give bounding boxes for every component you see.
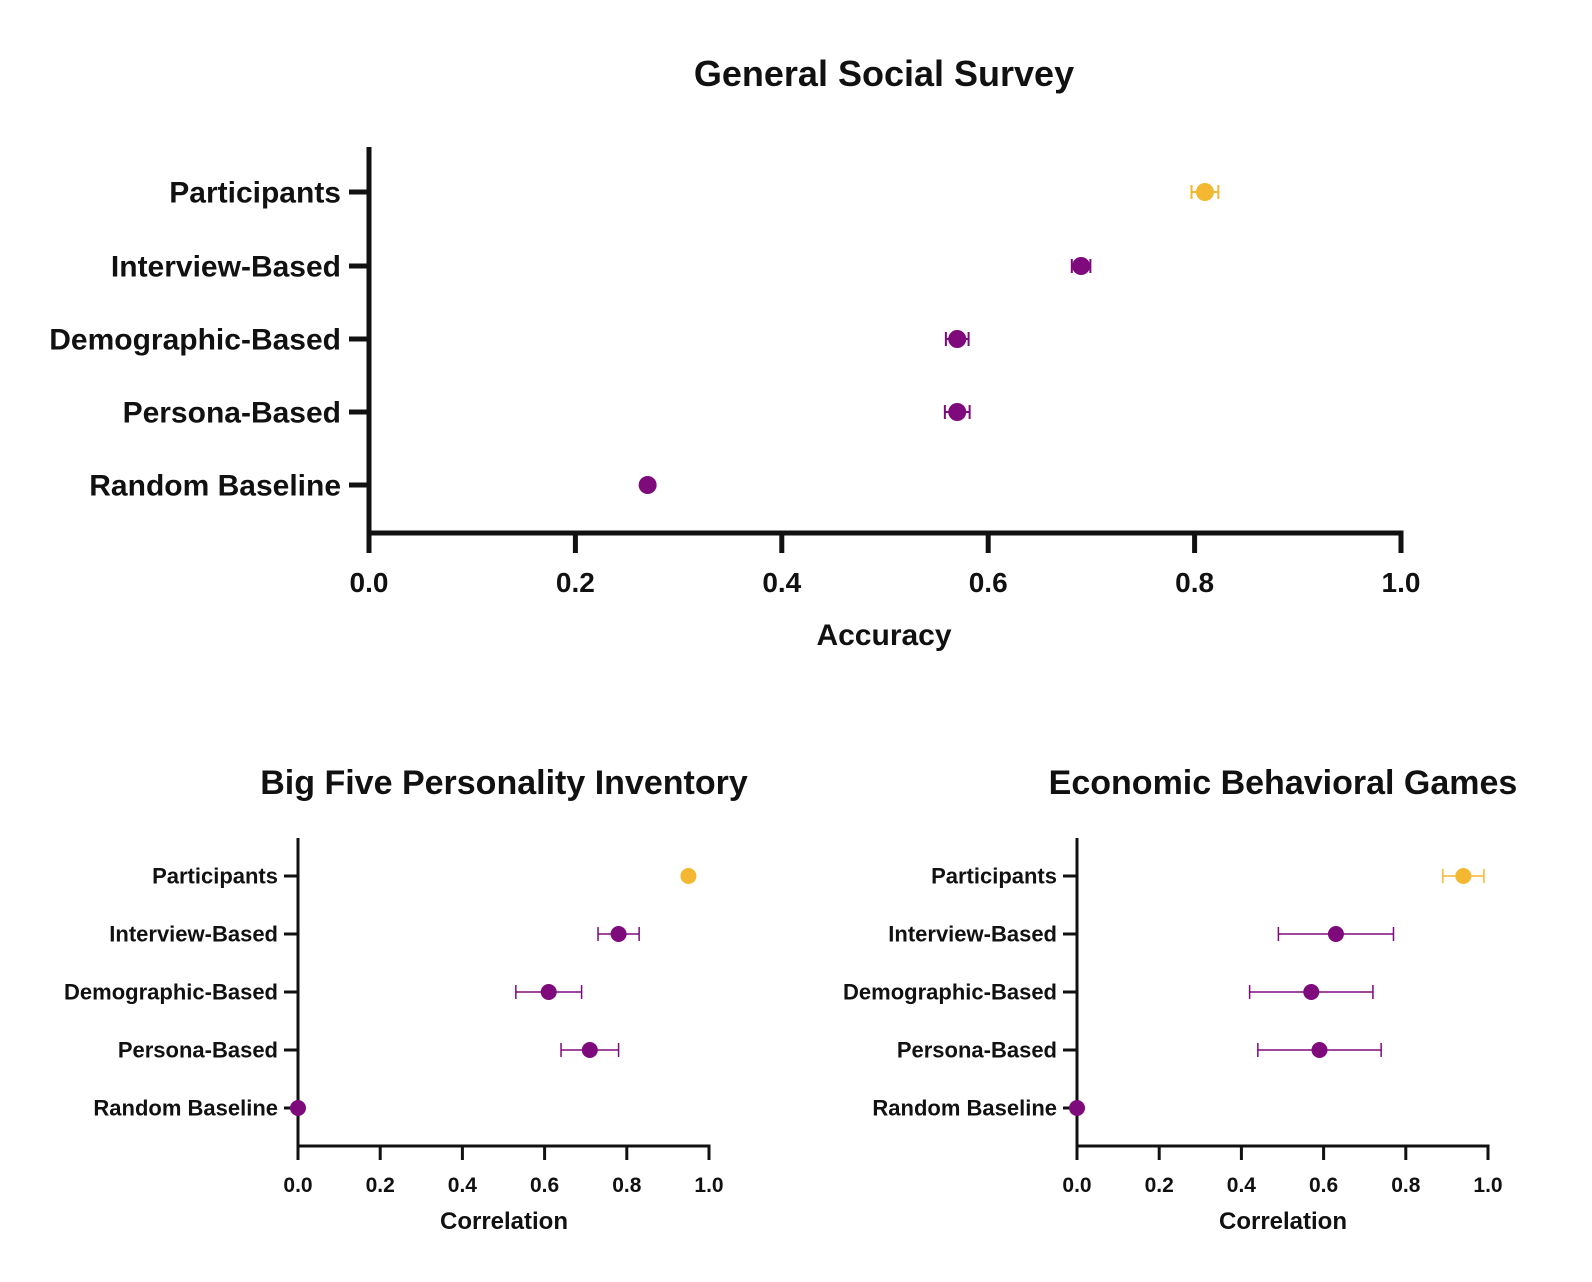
x-tick-label: 0.0	[283, 1174, 312, 1197]
x-tick-label: 0.2	[1145, 1174, 1174, 1197]
x-tick-label: 0.0	[350, 567, 389, 598]
category-label-demographic-based: Demographic-Based	[64, 980, 278, 1005]
data-point-participants	[1195, 183, 1214, 201]
x-tick-label: 0.8	[1175, 567, 1214, 598]
category-label-persona-based: Persona-Based	[118, 1038, 278, 1063]
category-label-interview-based: Interview-Based	[888, 922, 1057, 947]
data-point-demographic-based	[540, 984, 557, 1000]
x-tick-label: 0.6	[969, 567, 1008, 598]
x-tick-label: 0.6	[1309, 1174, 1338, 1197]
x-axis-label: Correlation	[1219, 1208, 1347, 1235]
category-label-participants: Participants	[152, 864, 278, 889]
category-label-participants: Participants	[169, 177, 341, 210]
category-label-interview-based: Interview-Based	[111, 251, 341, 284]
data-point-interview-based	[610, 926, 627, 942]
x-tick-label: 0.4	[762, 567, 801, 598]
data-point-demographic-based	[1303, 984, 1320, 1000]
chart-title: General Social Survey	[694, 53, 1074, 94]
category-label-interview-based: Interview-Based	[109, 922, 278, 947]
category-label-persona-based: Persona-Based	[123, 397, 341, 430]
data-point-random-baseline	[290, 1100, 306, 1116]
category-label-random-baseline: Random Baseline	[872, 1096, 1057, 1121]
x-tick-label: 0.8	[1391, 1174, 1421, 1197]
category-label-demographic-based: Demographic-Based	[843, 980, 1057, 1005]
chart-economic-behavioral-games: Economic Behavioral Games 0.0 0.2 0.4 0.6 0.8…	[843, 764, 1517, 1235]
data-point-participants	[680, 868, 697, 884]
chart-general-social-survey: General Social Survey 0.0 0.2 0.4 0.6 0.8 1.0 A…	[49, 53, 1420, 652]
data-point-random-baseline	[638, 476, 657, 494]
x-tick-label: 1.0	[694, 1174, 723, 1197]
category-label-participants: Participants	[931, 864, 1057, 889]
x-tick-label: 0.2	[366, 1174, 395, 1197]
x-tick-label: 0.8	[612, 1174, 642, 1197]
data-point-interview-based	[1072, 257, 1091, 275]
chart-big-five-personality-inventory: Big Five Personality Inventory 0.0 0.2 0.4 0…	[64, 764, 748, 1235]
data-point-random-baseline	[1069, 1100, 1085, 1116]
category-label-demographic-based: Demographic-Based	[49, 324, 341, 357]
x-axis-label: Correlation	[440, 1208, 568, 1235]
category-label-random-baseline: Random Baseline	[89, 470, 341, 503]
chart-title: Big Five Personality Inventory	[260, 764, 748, 802]
data-point-demographic-based	[948, 330, 967, 348]
x-tick-label: 1.0	[1382, 567, 1421, 598]
data-point-persona-based	[948, 403, 967, 421]
data-point-persona-based	[581, 1042, 598, 1058]
x-tick-label: 0.4	[448, 1174, 478, 1197]
x-tick-label: 0.6	[530, 1174, 559, 1197]
data-point-participants	[1455, 868, 1472, 884]
x-tick-label: 1.0	[1473, 1174, 1502, 1197]
category-label-persona-based: Persona-Based	[897, 1038, 1057, 1063]
category-label-random-baseline: Random Baseline	[93, 1096, 278, 1121]
data-point-persona-based	[1311, 1042, 1328, 1058]
data-point-interview-based	[1327, 926, 1344, 942]
x-tick-label: 0.2	[556, 567, 595, 598]
chart-title: Economic Behavioral Games	[1049, 764, 1518, 802]
x-tick-label: 0.4	[1227, 1174, 1257, 1197]
x-tick-label: 0.0	[1062, 1174, 1091, 1197]
x-axis-label: Accuracy	[816, 619, 951, 652]
